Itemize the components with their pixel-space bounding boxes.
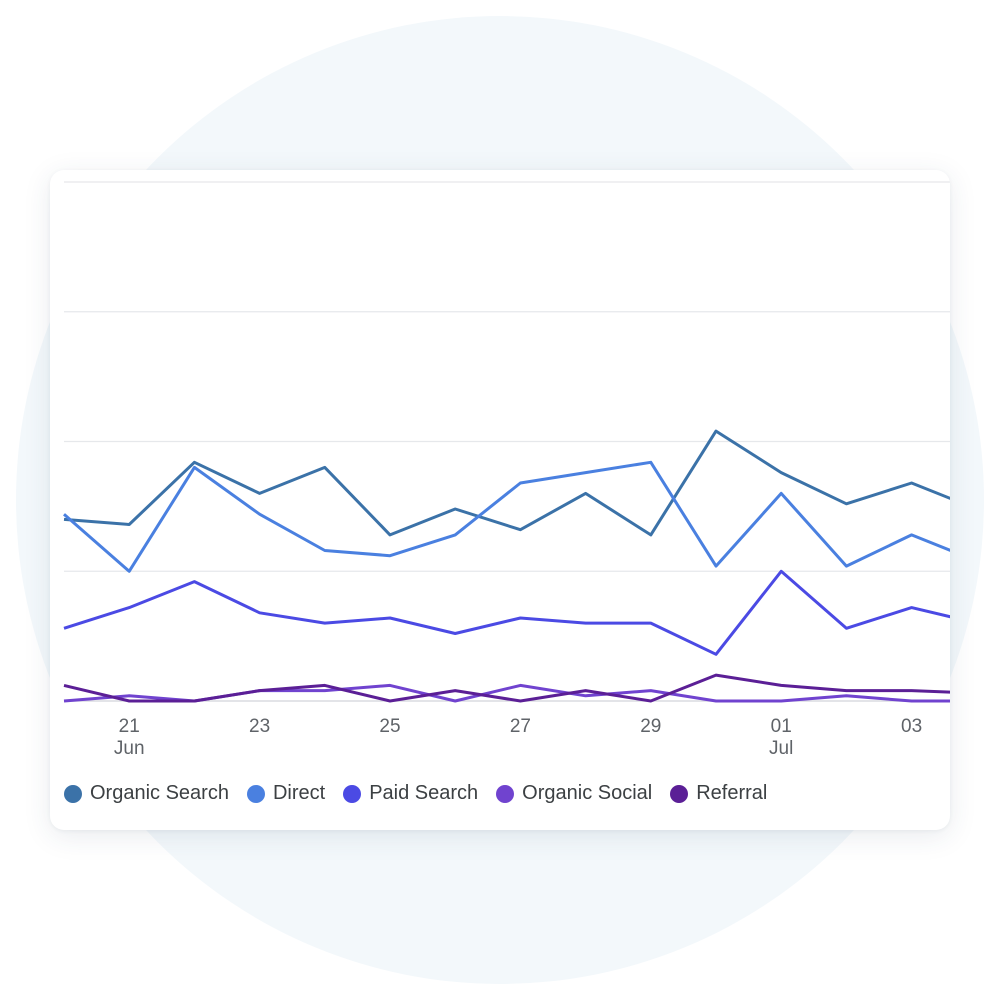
legend-swatch xyxy=(343,784,362,803)
legend-item-organic-social[interactable]: Organic Social xyxy=(496,782,652,805)
x-tick-label: 23 xyxy=(249,716,270,737)
legend-label: Organic Search xyxy=(90,782,229,804)
legend-item-paid-search[interactable]: Paid Search xyxy=(343,782,478,805)
legend-label: Referral xyxy=(696,782,768,804)
chart-legend: Organic Search Direct Paid Search Organic S… xyxy=(64,782,767,805)
legend-swatch xyxy=(64,784,82,803)
legend-item-referral[interactable]: Referral xyxy=(670,782,767,805)
x-tick-label: 03 xyxy=(901,716,922,737)
series-line-paid-search[interactable] xyxy=(63,569,950,656)
legend-item-direct[interactable]: Direct xyxy=(246,782,326,805)
x-tick-label: 21 xyxy=(119,716,140,737)
legend-label: Paid Search xyxy=(369,782,479,804)
chart-card: 21 Jun 23 25 27 29 01 Jul 03 Organic Search Direc… xyxy=(50,170,950,830)
x-tick-label: 27 xyxy=(510,716,531,737)
x-tick-label: 25 xyxy=(379,716,400,737)
x-tick-label: 29 xyxy=(640,716,661,737)
series-line-direct[interactable] xyxy=(63,460,950,573)
legend-label: Direct xyxy=(272,782,326,804)
legend-label: Organic Social xyxy=(522,782,653,804)
legend-item-organic-search[interactable]: Organic Search xyxy=(64,782,229,805)
x-tick-label: 01 xyxy=(771,716,792,737)
legend-swatch xyxy=(496,784,515,803)
legend-swatch xyxy=(670,784,689,803)
series-line-organic-search[interactable] xyxy=(63,429,950,537)
legend-swatch xyxy=(246,784,265,803)
x-tick-month-label: Jun xyxy=(114,738,145,759)
series-line-referral[interactable] xyxy=(63,673,950,703)
x-tick-month-label: Jul xyxy=(769,738,793,759)
